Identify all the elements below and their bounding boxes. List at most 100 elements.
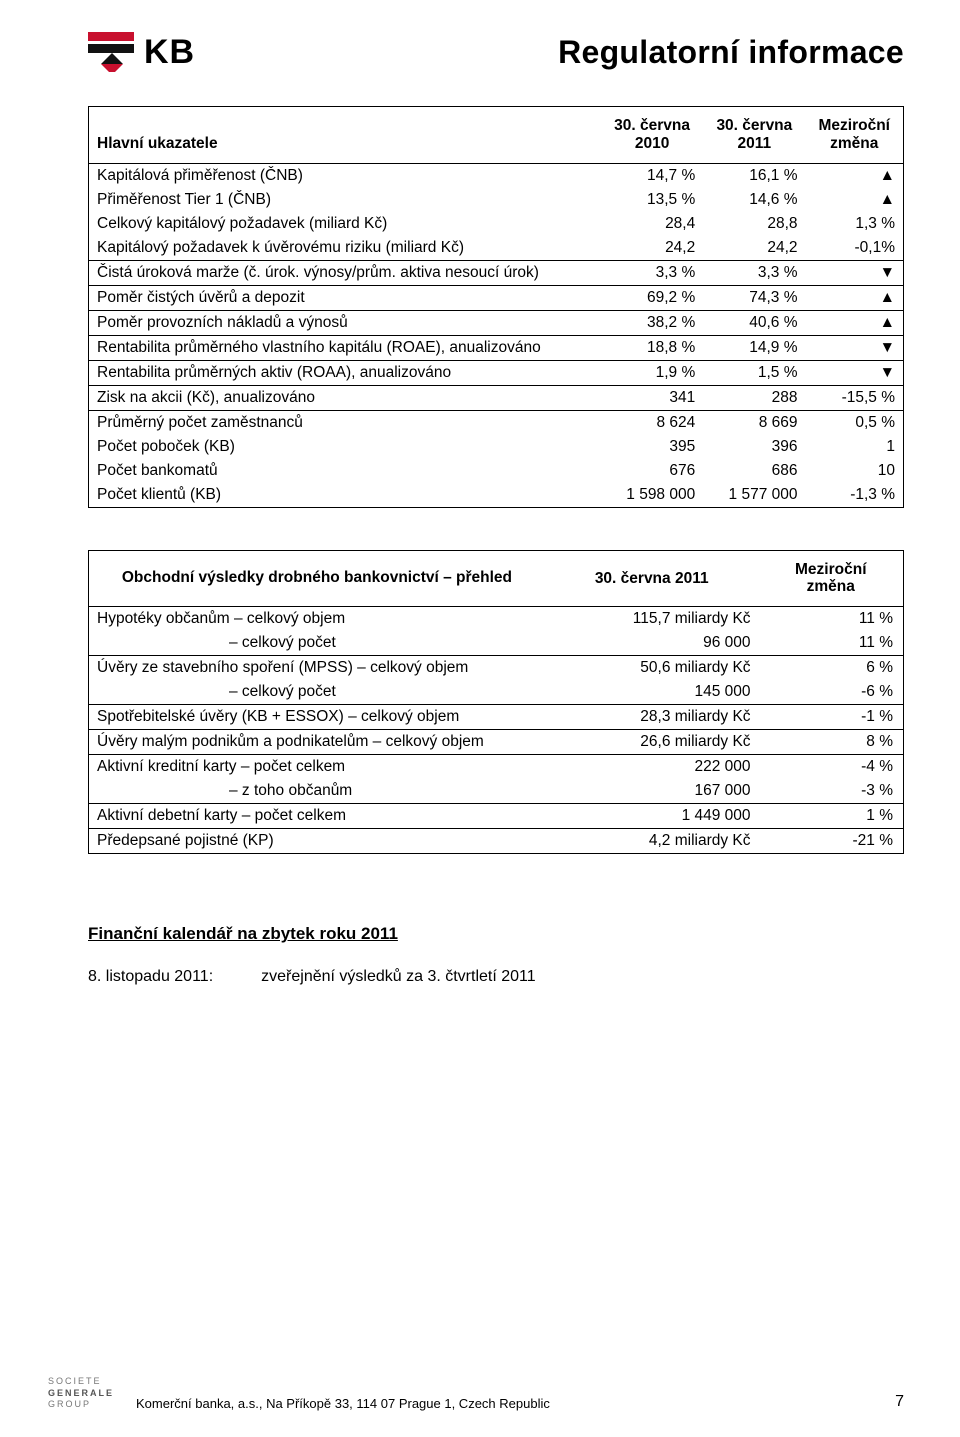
row-label: Kapitálový požadavek k úvěrovému riziku … — [89, 236, 601, 261]
page-number: 7 — [895, 1393, 904, 1411]
col-header-line: změna — [807, 578, 855, 595]
row-change: ▼ — [806, 360, 904, 385]
row-change: ▼ — [806, 335, 904, 360]
row-label: Poměr čistých úvěrů a depozit — [89, 285, 601, 310]
table-row: Úvěry ze stavebního spoření (MPSS) – cel… — [89, 656, 904, 681]
row-value: 28,3 miliardy Kč — [545, 705, 761, 730]
calendar-entry: 8. listopadu 2011: zveřejnění výsledků z… — [88, 968, 904, 986]
row-change: 1 % — [761, 804, 904, 829]
row-value-2010: 341 — [601, 385, 703, 410]
row-label: Přiměřenost Tier 1 (ČNB) — [89, 188, 601, 212]
row-value: 145 000 — [545, 680, 761, 705]
row-value-2011: 1 577 000 — [703, 483, 805, 508]
row-change: -15,5 % — [806, 385, 904, 410]
table-row: Počet klientů (KB)1 598 0001 577 000-1,3… — [89, 483, 904, 508]
table-row: Úvěry malým podnikům a podnikatelům – ce… — [89, 730, 904, 755]
row-change: ▲ — [806, 285, 904, 310]
row-value-2010: 8 624 — [601, 410, 703, 435]
calendar-date: 8. listopadu 2011: — [88, 968, 213, 986]
row-label: Hypotéky občanům – celkový objem — [89, 607, 545, 632]
row-change: -0,1% — [806, 236, 904, 261]
row-value-2011: 16,1 % — [703, 163, 805, 188]
table2-col1-header: 30. června 2011 — [545, 550, 761, 607]
table2-title: Obchodní výsledky drobného bankovnictví … — [89, 550, 545, 607]
kb-logo-mark — [88, 32, 134, 72]
row-value-2010: 13,5 % — [601, 188, 703, 212]
table-row: Poměr čistých úvěrů a depozit69,2 %74,3 … — [89, 285, 904, 310]
row-value-2011: 14,6 % — [703, 188, 805, 212]
row-value-2010: 14,7 % — [601, 163, 703, 188]
row-change: ▲ — [806, 188, 904, 212]
table-row: Kapitálový požadavek k úvěrovému riziku … — [89, 236, 904, 261]
row-value-2010: 676 — [601, 459, 703, 483]
col-header-line: 30. června — [614, 117, 690, 134]
row-label: Rentabilita průměrného vlastního kapitál… — [89, 335, 601, 360]
table-row: Rentabilita průměrného vlastního kapitál… — [89, 335, 904, 360]
row-change: ▲ — [806, 163, 904, 188]
row-value-2011: 3,3 % — [703, 260, 805, 285]
row-value-2011: 686 — [703, 459, 805, 483]
table2-col2-header: Meziroční změna — [761, 550, 904, 607]
row-change: ▼ — [806, 260, 904, 285]
table-row: Aktivní kreditní karty – počet celkem222… — [89, 755, 904, 780]
row-change: -3 % — [761, 779, 904, 804]
row-change: 8 % — [761, 730, 904, 755]
row-value-2011: 28,8 — [703, 212, 805, 236]
row-value-2010: 1,9 % — [601, 360, 703, 385]
row-value: 115,7 miliardy Kč — [545, 607, 761, 632]
row-value-2011: 40,6 % — [703, 310, 805, 335]
table1-col1-header: 30. června 2010 — [601, 107, 703, 164]
row-value-2011: 288 — [703, 385, 805, 410]
row-label: – z toho občanům — [89, 779, 545, 804]
row-change: -6 % — [761, 680, 904, 705]
row-label: Úvěry malým podnikům a podnikatelům – ce… — [89, 730, 545, 755]
document-title: Regulatorní informace — [558, 34, 904, 71]
col-header-line: 2011 — [738, 135, 772, 152]
col-header-line: Meziroční — [795, 561, 866, 578]
footer-address: Komerční banka, a.s., Na Příkopě 33, 114… — [114, 1396, 895, 1411]
table-row: – celkový počet145 000-6 % — [89, 680, 904, 705]
table-row: Zisk na akcii (Kč), anualizováno341288-1… — [89, 385, 904, 410]
row-change: 1 — [806, 435, 904, 459]
row-value-2011: 396 — [703, 435, 805, 459]
row-value: 4,2 miliardy Kč — [545, 829, 761, 854]
table-row: Průměrný počet zaměstnanců8 6248 6690,5 … — [89, 410, 904, 435]
row-label: Úvěry ze stavebního spoření (MPSS) – cel… — [89, 656, 545, 681]
row-label: Počet bankomatů — [89, 459, 601, 483]
retail-results-table: Obchodní výsledky drobného bankovnictví … — [88, 550, 904, 855]
row-change: 11 % — [761, 631, 904, 656]
table-row: Rentabilita průměrných aktiv (ROAA), anu… — [89, 360, 904, 385]
table-row: Celkový kapitálový požadavek (miliard Kč… — [89, 212, 904, 236]
row-value-2011: 74,3 % — [703, 285, 805, 310]
row-value-2011: 14,9 % — [703, 335, 805, 360]
row-label: Aktivní kreditní karty – počet celkem — [89, 755, 545, 780]
row-label: – celkový počet — [89, 680, 545, 705]
page-footer: SOCIETE GENERALE GROUP Komerční banka, a… — [0, 1376, 960, 1411]
row-label: – celkový počet — [89, 631, 545, 656]
row-change: 10 — [806, 459, 904, 483]
row-change: 6 % — [761, 656, 904, 681]
calendar-section-title: Finanční kalendář na zbytek roku 2011 — [88, 924, 904, 944]
table-row: Přiměřenost Tier 1 (ČNB)13,5 %14,6 %▲ — [89, 188, 904, 212]
row-label: Čistá úroková marže (č. úrok. výnosy/prů… — [89, 260, 601, 285]
table1-col2-header: 30. června 2011 — [703, 107, 805, 164]
row-value-2010: 1 598 000 — [601, 483, 703, 508]
row-label: Předepsané pojistné (KP) — [89, 829, 545, 854]
col-header-line: 2010 — [635, 135, 669, 152]
row-value: 1 449 000 — [545, 804, 761, 829]
row-change: -1,3 % — [806, 483, 904, 508]
row-label: Poměr provozních nákladů a výnosů — [89, 310, 601, 335]
row-value-2010: 24,2 — [601, 236, 703, 261]
table-row: Čistá úroková marže (č. úrok. výnosy/prů… — [89, 260, 904, 285]
main-indicators-table: Hlavní ukazatele 30. června 2010 30. čer… — [88, 106, 904, 508]
row-value-2010: 395 — [601, 435, 703, 459]
row-value-2010: 3,3 % — [601, 260, 703, 285]
sg-line: SOCIETE — [48, 1376, 114, 1388]
table1-title: Hlavní ukazatele — [89, 107, 601, 164]
row-change: 0,5 % — [806, 410, 904, 435]
table-row: – celkový počet96 00011 % — [89, 631, 904, 656]
table-row: Počet bankomatů67668610 — [89, 459, 904, 483]
row-change: ▲ — [806, 310, 904, 335]
row-change: 11 % — [761, 607, 904, 632]
row-label: Počet poboček (KB) — [89, 435, 601, 459]
